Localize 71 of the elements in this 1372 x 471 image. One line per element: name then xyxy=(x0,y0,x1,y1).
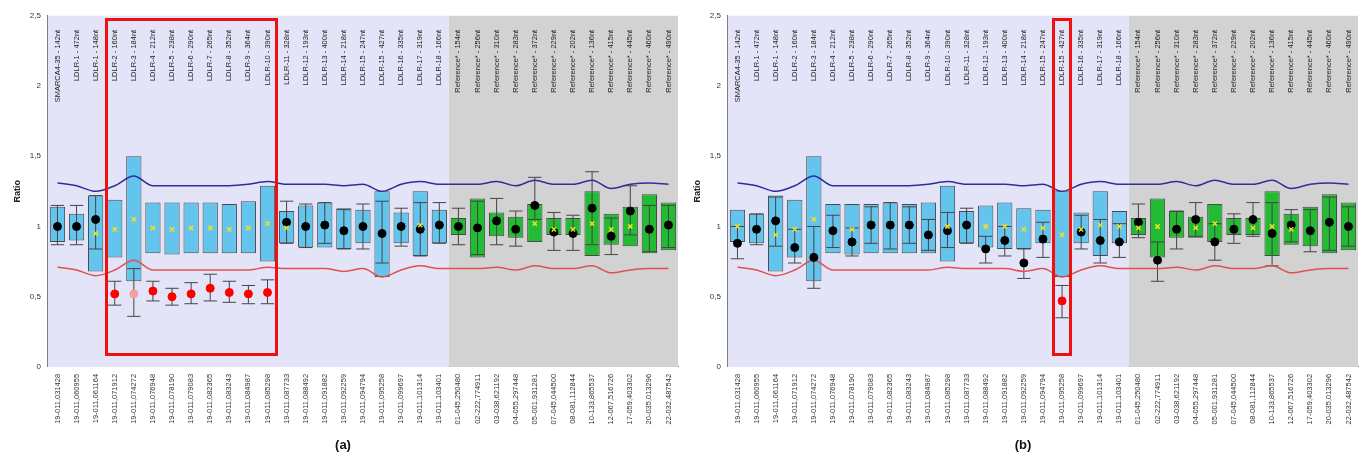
point xyxy=(1210,237,1220,247)
y-tick-label: 2,5 xyxy=(29,11,42,20)
point xyxy=(91,214,101,224)
point xyxy=(150,225,156,231)
text: (a) xyxy=(335,436,351,452)
y-tick-label: 0,5 xyxy=(709,291,722,301)
point xyxy=(1095,236,1105,246)
y-tick-label: 2,5 xyxy=(709,11,722,20)
y-axis-title: Ratio xyxy=(691,179,702,203)
point xyxy=(734,223,741,230)
point xyxy=(644,224,654,234)
point xyxy=(1038,234,1048,244)
point xyxy=(377,229,387,238)
point xyxy=(866,220,876,230)
point xyxy=(885,220,895,230)
y-tick-label: 0 xyxy=(716,362,722,372)
point xyxy=(110,289,120,299)
point xyxy=(606,231,616,241)
point xyxy=(809,252,819,262)
point xyxy=(243,289,253,299)
point xyxy=(473,223,483,233)
y-tick-label: 1 xyxy=(716,221,722,231)
y-tick-label: 1 xyxy=(36,221,42,231)
point xyxy=(1114,237,1124,247)
point xyxy=(923,230,933,240)
point xyxy=(301,221,311,231)
y-tick-label: 2 xyxy=(716,81,722,91)
line-series xyxy=(736,175,1350,193)
point xyxy=(262,288,272,297)
point xyxy=(224,288,234,297)
point xyxy=(1324,217,1334,227)
point xyxy=(904,220,914,230)
point xyxy=(847,237,857,247)
point xyxy=(663,220,673,230)
y-tick-label: 0,5 xyxy=(29,291,42,301)
point xyxy=(981,244,991,254)
point xyxy=(771,216,781,226)
point xyxy=(1191,214,1201,224)
point xyxy=(828,226,838,236)
point xyxy=(587,203,597,213)
point xyxy=(1000,236,1010,246)
point xyxy=(1153,255,1163,265)
point xyxy=(1343,221,1353,231)
text: (b) xyxy=(1014,436,1032,452)
point xyxy=(1154,223,1161,230)
y-tick-label: 2 xyxy=(36,81,42,91)
point xyxy=(205,283,215,293)
point xyxy=(1019,258,1029,268)
point xyxy=(944,223,951,230)
point xyxy=(790,243,800,253)
point xyxy=(186,289,196,299)
point xyxy=(625,206,635,216)
point xyxy=(1267,229,1277,238)
point xyxy=(1057,296,1067,306)
line-series xyxy=(56,259,670,278)
y-tick-label: 0 xyxy=(36,362,42,372)
y-tick-label: 1,5 xyxy=(29,151,42,161)
point xyxy=(732,238,742,248)
point xyxy=(1059,232,1065,238)
point xyxy=(188,225,194,231)
point xyxy=(1248,214,1258,224)
point xyxy=(226,226,233,233)
line-series xyxy=(56,175,670,193)
point xyxy=(320,220,330,230)
point xyxy=(129,289,139,299)
point xyxy=(791,226,798,233)
point xyxy=(282,217,292,227)
point xyxy=(530,200,540,210)
y-tick-label: 1,5 xyxy=(709,151,722,161)
y-axis-title: Ratio xyxy=(11,179,22,203)
point xyxy=(111,226,118,233)
